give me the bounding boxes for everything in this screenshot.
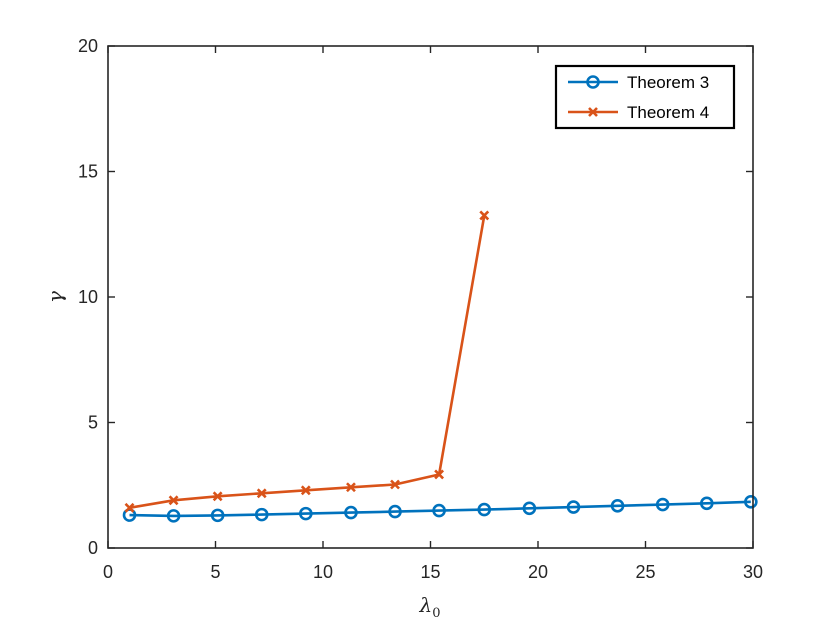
legend-marker-theorem-3 xyxy=(586,75,600,89)
data-point-theorem-3 xyxy=(166,509,181,523)
data-point-theorem-4 xyxy=(300,485,311,496)
data-point-theorem-3 xyxy=(477,502,492,517)
series-line-theorem-3 xyxy=(129,500,751,518)
data-point-theorem-4 xyxy=(168,495,179,506)
series-lines xyxy=(122,210,758,523)
data-point-theorem-3 xyxy=(522,501,537,516)
legend-marker-theorem-4 xyxy=(588,107,598,117)
data-point-theorem-3 xyxy=(610,499,625,513)
x-tick-label: 5 xyxy=(210,562,220,582)
legend-label-theorem-3: Theorem 3 xyxy=(627,73,709,92)
data-point-theorem-3 xyxy=(210,508,225,523)
data-point-theorem-4 xyxy=(479,210,490,221)
y-axis-label: γ xyxy=(43,291,67,303)
plot-frame xyxy=(107,45,754,549)
x-tick-label: 15 xyxy=(420,562,440,582)
data-point-theorem-3 xyxy=(254,507,269,522)
data-point-theorem-4 xyxy=(212,491,223,502)
legend-box xyxy=(554,64,736,130)
data-point-theorem-3 xyxy=(699,496,714,511)
x-axis-label: λ0 xyxy=(419,593,441,621)
data-point-theorem-3 xyxy=(655,497,670,512)
x-axis-label-subscript: 0 xyxy=(432,606,440,621)
x-tick-label: 0 xyxy=(103,562,113,582)
x-tick-label: 20 xyxy=(528,562,548,582)
y-tick-label: 20 xyxy=(78,36,98,56)
plot-area xyxy=(108,46,753,548)
data-point-theorem-4 xyxy=(256,488,267,499)
data-point-theorem-3 xyxy=(744,495,758,509)
data-point-theorem-3 xyxy=(344,505,358,520)
data-point-theorem-3 xyxy=(566,500,581,514)
y-tick-label: 15 xyxy=(78,162,98,182)
data-point-theorem-4 xyxy=(346,482,356,493)
data-point-theorem-4 xyxy=(390,479,400,490)
y-tick-label: 0 xyxy=(88,538,98,558)
x-tick-label: 25 xyxy=(635,562,655,582)
data-point-theorem-4 xyxy=(434,469,445,480)
data-point-theorem-3 xyxy=(298,506,313,521)
y-tick-label: 5 xyxy=(88,413,98,433)
data-point-theorem-3 xyxy=(388,504,402,519)
legend-label-theorem-4: Theorem 4 xyxy=(627,103,709,122)
data-point-theorem-3 xyxy=(432,503,446,518)
x-tick-label: 10 xyxy=(313,562,333,582)
data-point-theorem-4 xyxy=(124,502,135,513)
legend: Theorem 3 Theorem 4 xyxy=(554,64,736,130)
y-tick-label: 10 xyxy=(78,287,98,307)
x-tick-label: 30 xyxy=(743,562,763,582)
